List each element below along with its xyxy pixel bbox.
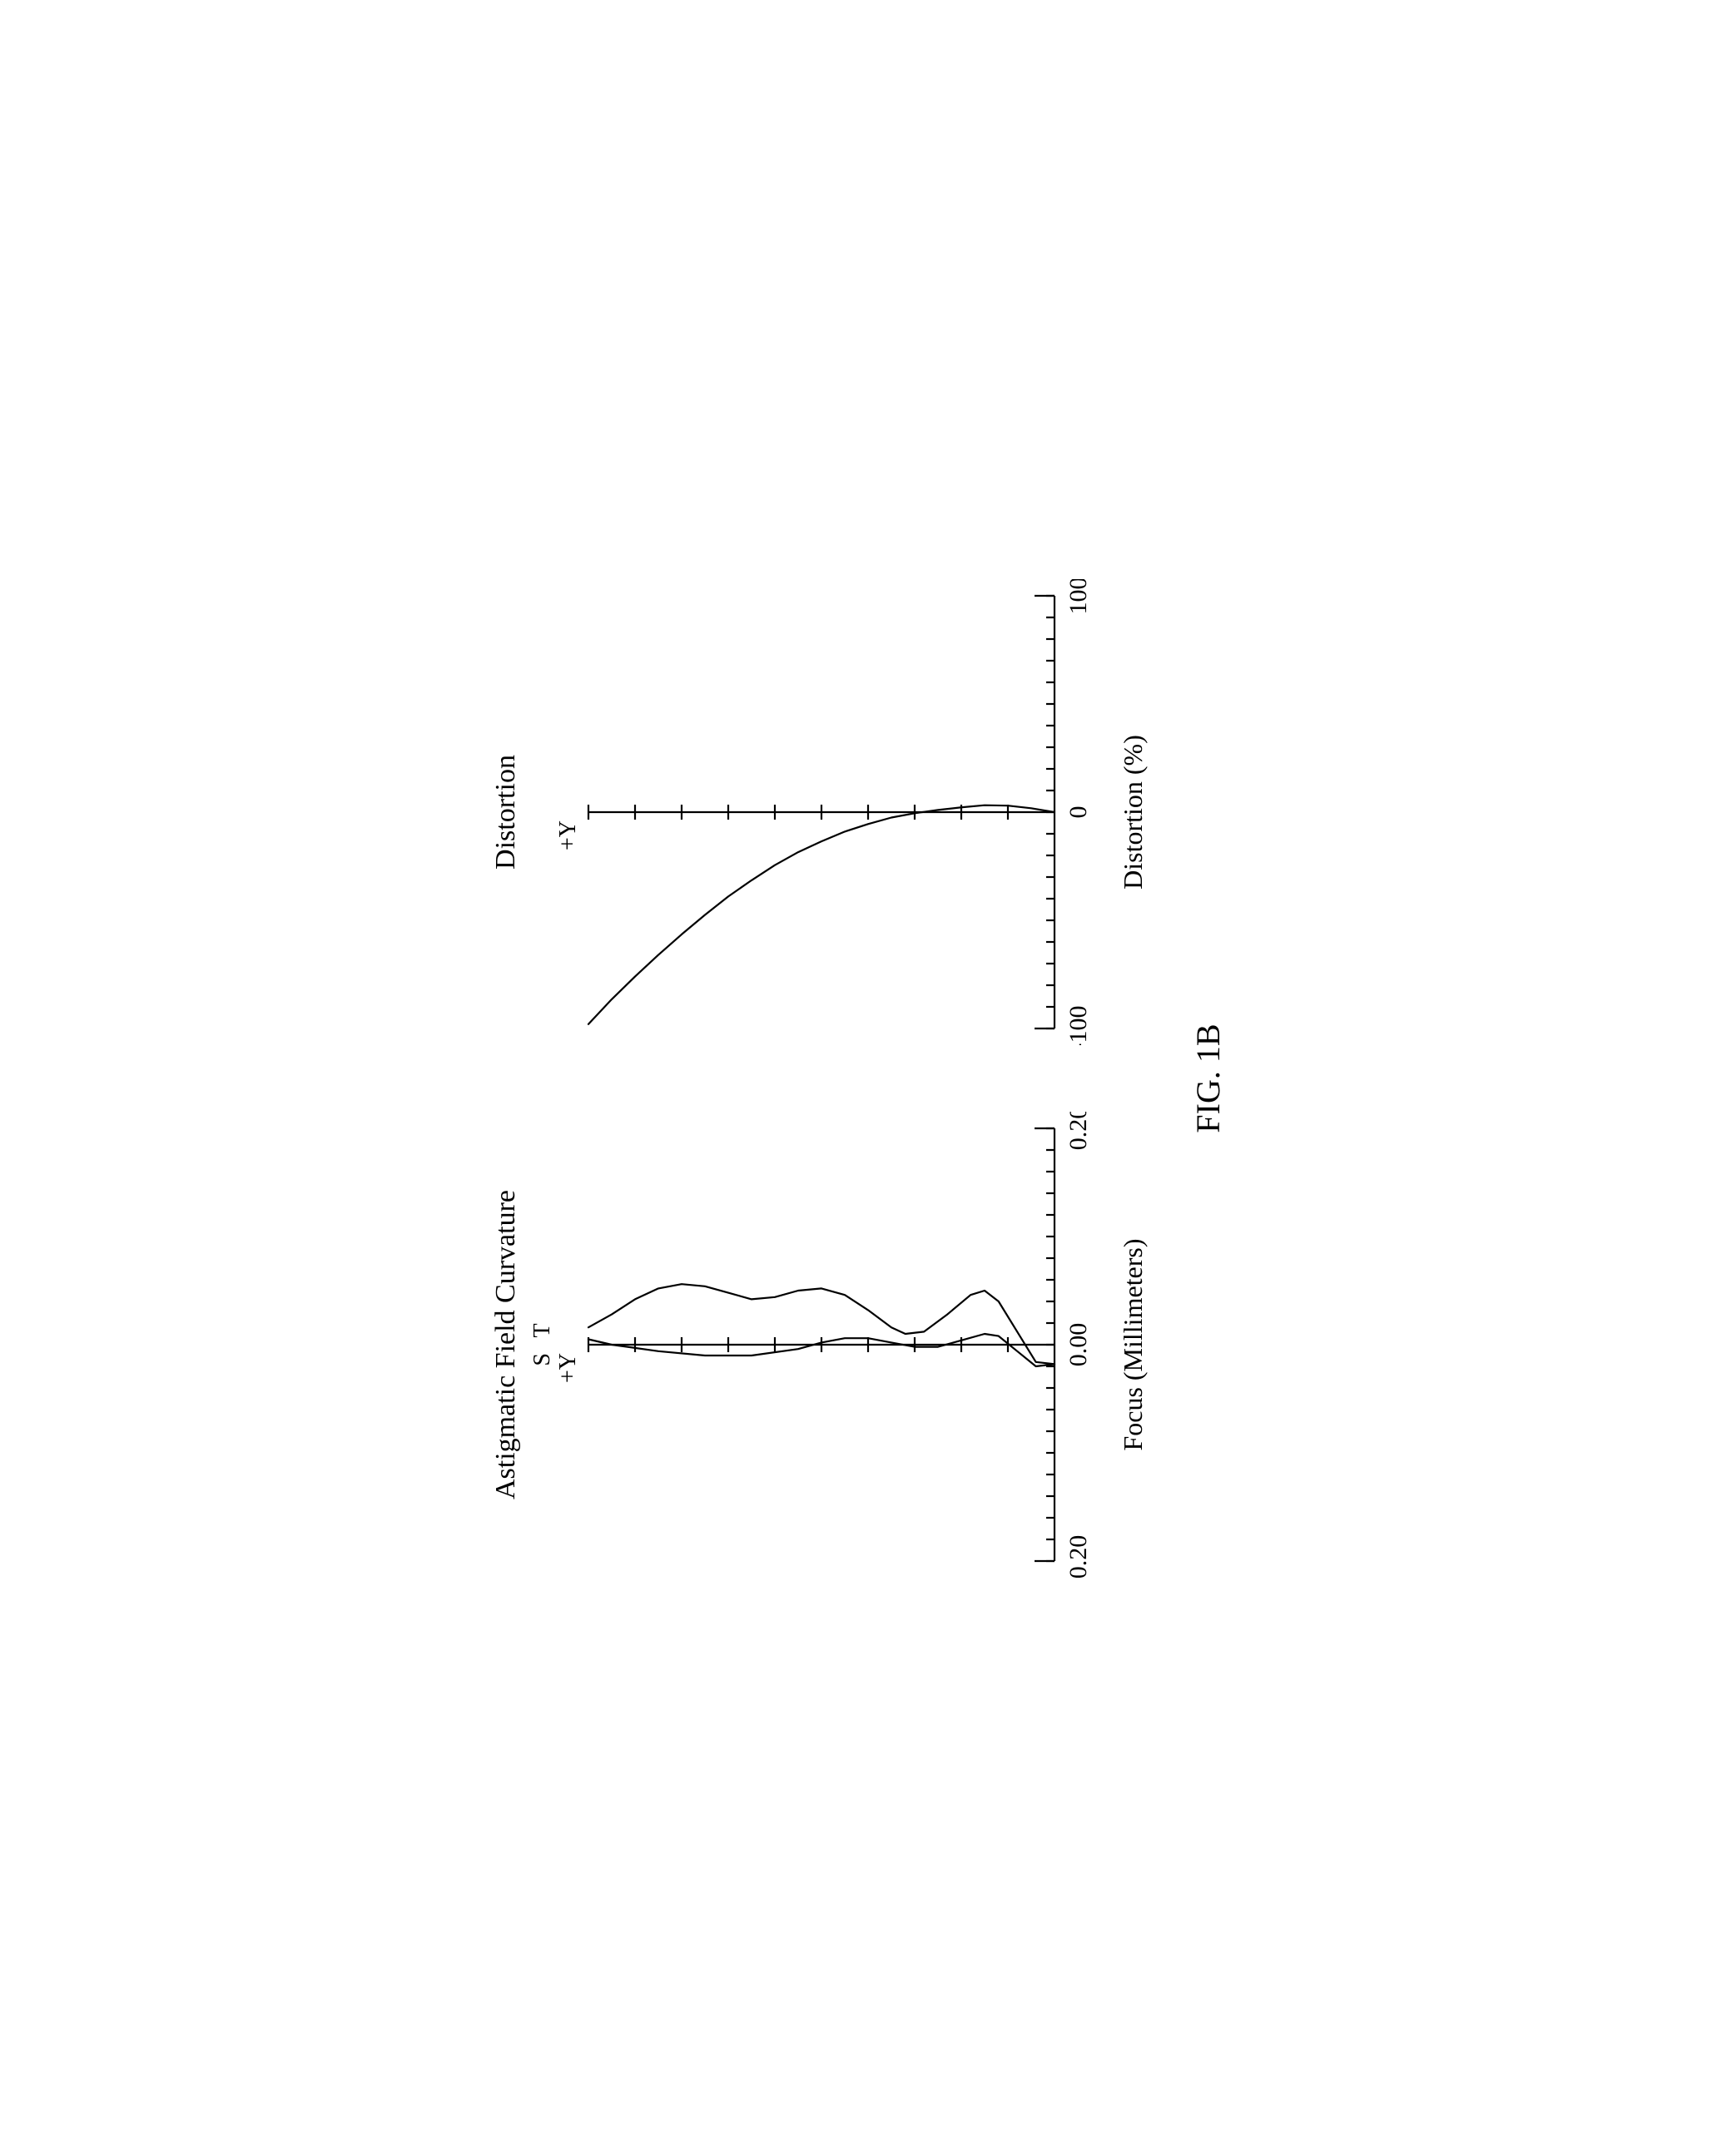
- astigmatic-plot: -0.20 0.00 0.20: [581, 1112, 1114, 1578]
- y-top-label-left: +Y: [555, 1135, 581, 1601]
- distortion-title: Distortion: [490, 755, 522, 870]
- y-top-label-right: +Y: [555, 820, 582, 850]
- distortion-chart: Distortion +Y -100 0 100 Distortion (%): [490, 579, 1149, 1045]
- svg-text:-0.20: -0.20: [1064, 1534, 1091, 1577]
- svg-text:0.00: 0.00: [1064, 1322, 1091, 1366]
- distortion-x-label: Distortion (%): [1118, 735, 1149, 890]
- svg-text:0.20: 0.20: [1064, 1112, 1091, 1150]
- svg-text:0: 0: [1064, 805, 1092, 818]
- series-labels: S T: [530, 1112, 556, 1573]
- astigmatic-title: Astigmatic Field Curvature: [490, 1189, 522, 1499]
- charts-row: Astigmatic Field Curvature S T +Y -0.20 0…: [490, 579, 1149, 1578]
- astigmatic-x-label: Focus (Millimeters): [1117, 1238, 1148, 1450]
- svg-text:-100: -100: [1064, 1005, 1092, 1045]
- distortion-plot: -100 0 100: [582, 579, 1114, 1045]
- figure-page: Astigmatic Field Curvature S T +Y -0.20 0…: [490, 579, 1228, 1578]
- figure-caption: FIG. 1B: [1189, 1023, 1228, 1133]
- astigmatic-chart: Astigmatic Field Curvature S T +Y -0.200…: [490, 1112, 1149, 1578]
- svg-text:100: 100: [1064, 579, 1092, 615]
